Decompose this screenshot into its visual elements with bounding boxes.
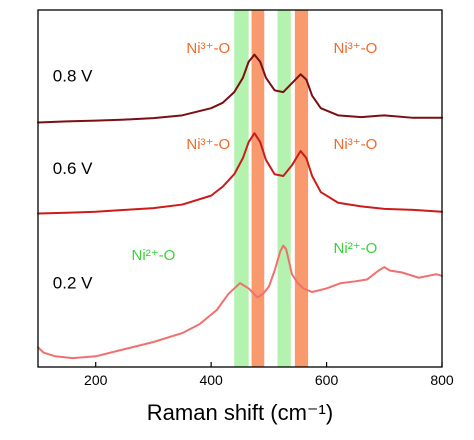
annotation-ni3-0: Ni³⁺-O <box>186 40 230 57</box>
annotation-ni3-2: Ni³⁺-O <box>186 136 230 153</box>
series-label-08-V: 0.8 V <box>53 66 93 85</box>
series-label-06-V: 0.6 V <box>53 159 93 178</box>
series-label-02-V: 0.2 V <box>53 273 93 292</box>
x-tick-label-600: 600 <box>315 372 339 388</box>
series-labels-layer: 0.8 V 0.6 V 0.2 V <box>53 66 93 292</box>
x-axis-title: Raman shift (cm⁻¹) <box>147 400 333 425</box>
x-tick-label-400: 400 <box>199 372 223 388</box>
plot-frame <box>37 9 443 368</box>
annotation-ni3-1: Ni³⁺-O <box>334 40 378 57</box>
x-tick-label-800: 800 <box>430 372 454 388</box>
band-orange-3 <box>294 10 309 367</box>
annotation-ni3-3: Ni³⁺-O <box>334 136 378 153</box>
bands-layer <box>234 10 309 367</box>
x-tick-label-200: 200 <box>84 372 108 388</box>
annotations-layer: Ni³⁺-O Ni³⁺-O Ni³⁺-O Ni³⁺-O Ni²⁺-O Ni²⁺-O <box>132 40 378 264</box>
series-line-02-V <box>37 244 443 360</box>
band-green-2 <box>277 10 291 367</box>
series-layer <box>37 53 443 360</box>
x-axis: 200 400 600 800 <box>84 362 454 388</box>
annotation-ni2-4: Ni²⁺-O <box>132 247 176 264</box>
band-green-0 <box>234 10 249 367</box>
series-line-06-V <box>37 132 443 215</box>
annotation-ni2-5: Ni²⁺-O <box>334 240 378 257</box>
band-orange-1 <box>251 10 265 367</box>
series-line-08-V <box>37 53 443 124</box>
